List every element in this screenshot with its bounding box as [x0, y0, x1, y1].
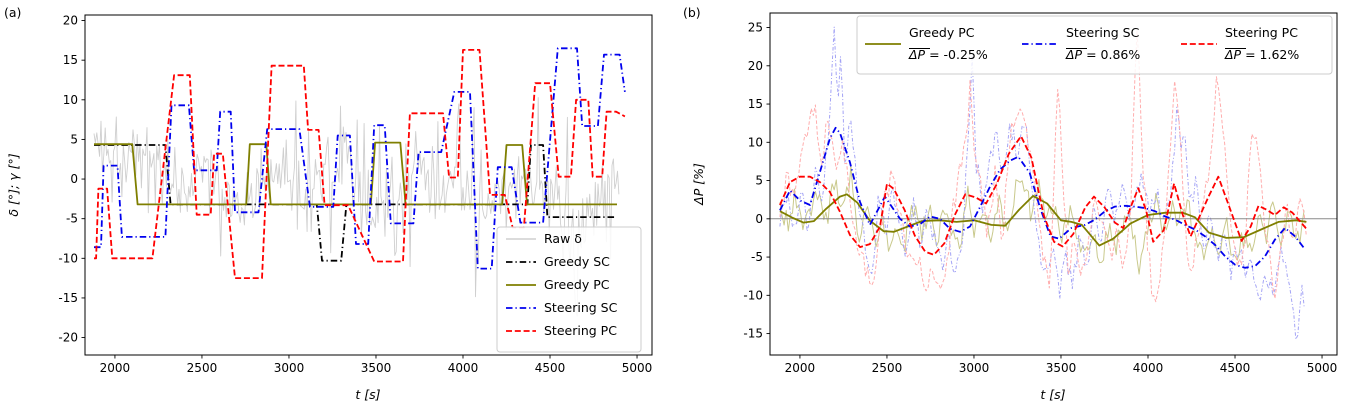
y-tick-label: 10 [63, 93, 78, 107]
legend-label: Greedy SC [544, 254, 610, 269]
y-tick-label: 20 [63, 14, 78, 28]
x-tick-label: 3000 [274, 361, 305, 375]
legend-stat: ΔP = 0.86% [1065, 47, 1140, 62]
y-tick-label: -10 [58, 251, 78, 265]
x-tick-label: 4500 [1220, 361, 1251, 375]
series-raw-greedy-pc [779, 164, 1305, 275]
legend-label: Greedy PC [544, 277, 610, 292]
panel-a-label: (a) [4, 5, 21, 20]
y-tick-label: -10 [743, 288, 763, 302]
panel-b-label: (b) [683, 5, 701, 20]
x-tick-label: 5000 [622, 361, 653, 375]
x-tick-label: 3500 [361, 361, 392, 375]
y-tick-label: 10 [748, 135, 763, 149]
panel-b-legend: Greedy PC ΔP = -0.25% Steering SC ΔP = 0.86… [856, 15, 1333, 75]
panel-a-series [93, 47, 626, 317]
legend-label: Raw δ [544, 231, 582, 246]
legend-label: Steering SC [1066, 25, 1140, 40]
y-tick-label: -5 [751, 250, 763, 264]
x-tick-label: 2500 [872, 361, 903, 375]
legend-box [856, 15, 1333, 75]
series-steering-pc [94, 49, 626, 279]
y-tick-label: 0 [755, 212, 763, 226]
x-tick-label: 4000 [448, 361, 479, 375]
panel-b-ylabel: ΔP [%] [691, 163, 706, 206]
panel-b-series [770, 26, 1337, 340]
panel-b-axes: 2000 2500 3000 3500 4000 4500 5000 -15 -10 -5 0 5 10… [743, 12, 1338, 375]
x-tick-label: 3500 [1046, 361, 1077, 375]
x-tick-label: 2500 [187, 361, 218, 375]
series-raw-steering-pc [779, 30, 1307, 303]
panel-a-axes: 2000 2500 3000 3500 4000 4500 5000 -20 -15 -10 -5 0… [58, 14, 653, 375]
x-tick-label: 3000 [959, 361, 990, 375]
x-tick-label: 5000 [1307, 361, 1338, 375]
legend-stat: ΔP = -0.25% [908, 47, 988, 62]
panel-a-xlabel: t [s] [355, 387, 380, 402]
y-tick-label: -15 [58, 291, 78, 305]
y-tick-label: 5 [70, 132, 78, 146]
y-tick-label: -5 [66, 212, 78, 226]
legend-box [496, 226, 642, 353]
panel-a: (a) 2000 2500 3000 3500 4000 4500 5000 -20 -15 -1… [4, 5, 653, 402]
legend-label: Steering PC [1225, 25, 1298, 40]
series-greedy-pc [779, 193, 1307, 247]
x-tick-label: 4500 [535, 361, 566, 375]
panel-a-legend: Raw δ Greedy SC Greedy PC Steering SC Steeri… [496, 226, 642, 353]
legend-label: Steering SC [544, 300, 618, 315]
legend-label: Steering PC [544, 323, 617, 338]
y-tick-label: 0 [70, 172, 78, 186]
y-tick-label: 20 [748, 59, 763, 73]
y-tick-label: 25 [748, 21, 763, 35]
y-tick-label: -20 [58, 331, 78, 345]
series-steering-pc [779, 135, 1308, 256]
series-steering-sc [779, 126, 1306, 269]
panel-b: (b) 2000 2500 3000 3500 4000 4500 5000 -15 -10 -5… [683, 5, 1338, 402]
series-greedy-sc [94, 144, 616, 262]
series-raw-steering-sc [779, 26, 1305, 340]
x-tick-label: 2000 [785, 361, 816, 375]
panel-b-xlabel: t [s] [1040, 387, 1065, 402]
axes-spines [84, 14, 653, 356]
y-tick-label: 15 [63, 53, 78, 67]
legend-label: Greedy PC [909, 25, 975, 40]
panel-a-ylabel: δ [°]; γ [°] [6, 153, 21, 216]
axes-spines [769, 12, 1338, 356]
x-tick-label: 2000 [100, 361, 131, 375]
series-greedy-pc [94, 141, 617, 206]
series-steering-sc [94, 47, 626, 270]
y-tick-label: 15 [748, 97, 763, 111]
legend-stat: ΔP = 1.62% [1224, 47, 1299, 62]
y-tick-label: -15 [743, 327, 763, 341]
y-tick-label: 5 [755, 174, 763, 188]
series-raw-δ [93, 97, 620, 317]
x-tick-label: 4000 [1133, 361, 1164, 375]
